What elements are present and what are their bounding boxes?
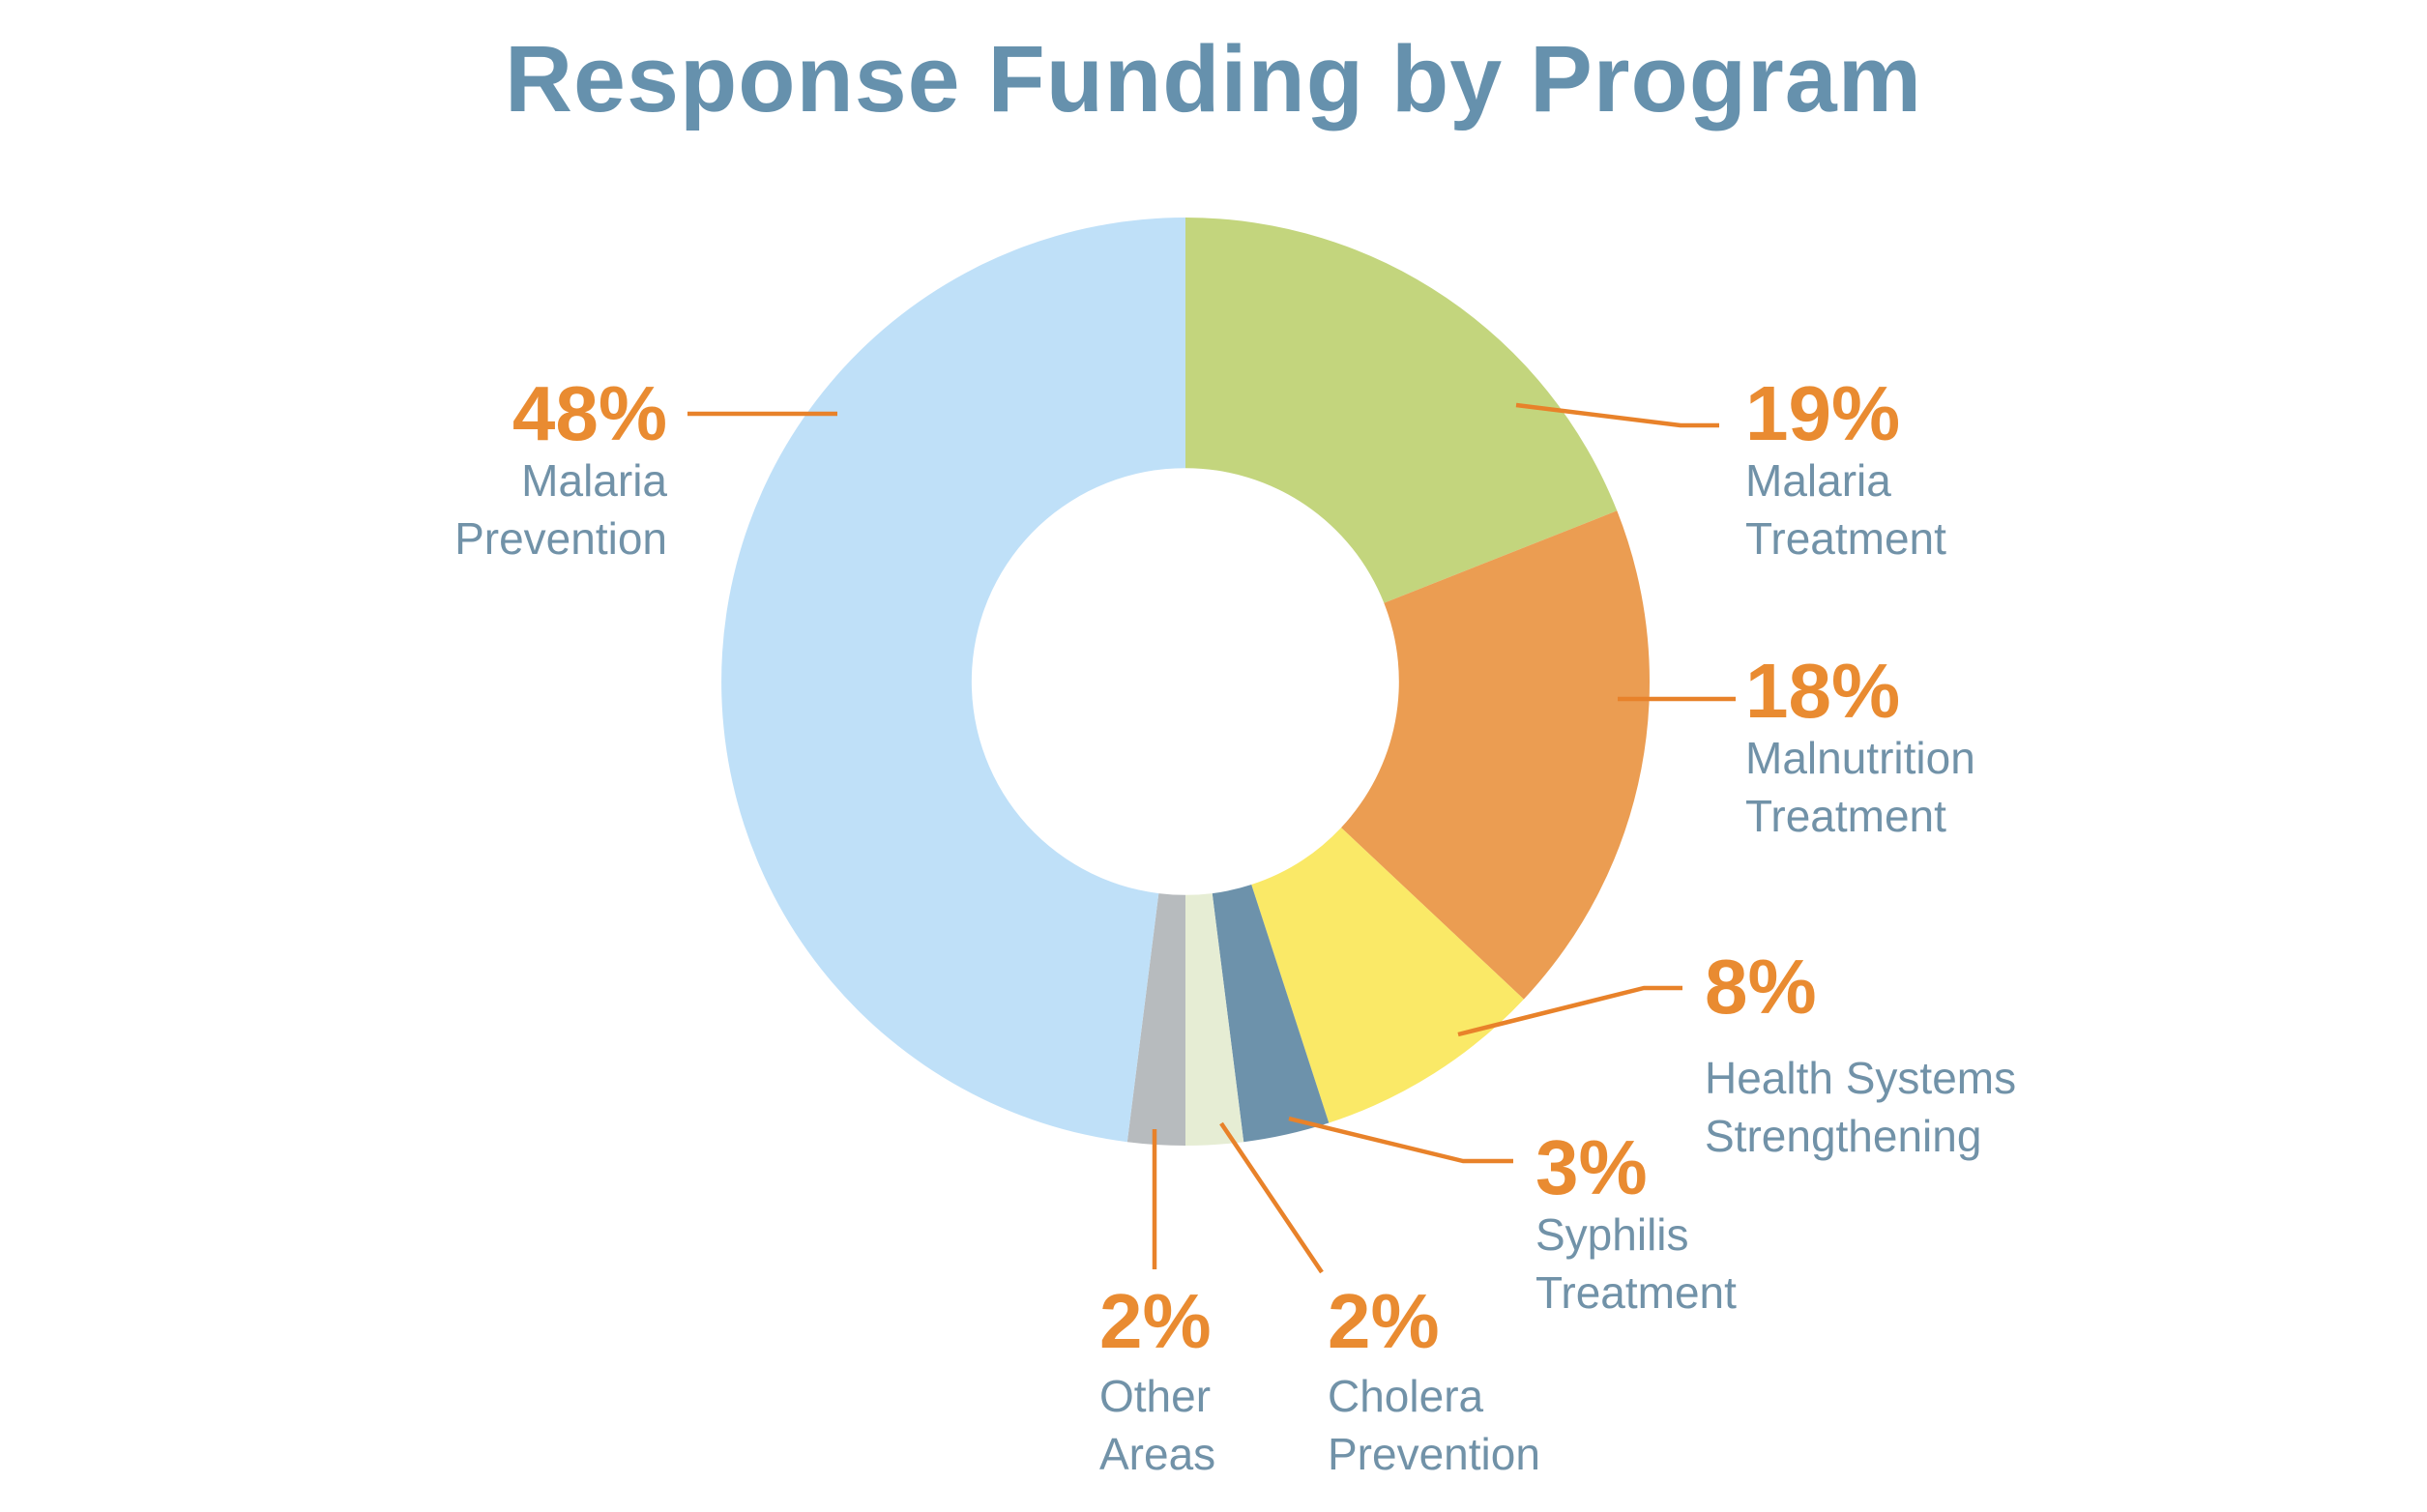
category-label: Malnutrition [1745,733,1975,783]
callout-health-systems-strengthening: 8% Health Systems Strengthening [1705,948,2016,1166]
health-systems-strengthening-slice [1251,828,1524,1123]
cholera-prevention-slice [1185,893,1244,1146]
callout-syphilis-treatment: 3% Syphilis Treatment [1535,1129,1737,1323]
category-label: Malaria [1745,455,1891,506]
malaria-treatment-leader-line [1515,402,1719,428]
callout-other-areas: 2% Other Areas [1099,1283,1215,1484]
category-label: Health Systems [1705,1053,2017,1103]
percent-label: 8% [1705,944,1817,1030]
category-label: Cholera [1328,1371,1484,1421]
category-label: Treatment [1745,512,1946,564]
health-systems-strengthening-leader-line [1457,985,1682,1037]
callout-malaria-prevention: 48% Malaria Prevention [377,375,667,568]
percent-label: 2% [1328,1278,1440,1364]
category-label: Treatment [1535,1266,1737,1318]
category-label: Other [1099,1371,1212,1421]
category-label: Prevention [1328,1428,1540,1479]
category-label: Prevention [454,512,667,564]
cholera-prevention-leader-line [1219,1121,1324,1274]
category-label: Treatment [1745,790,1946,841]
donut-slices [721,218,1651,1146]
callout-malaria-treatment: 19% Malaria Treatment [1745,375,1946,568]
percent-label: 3% [1535,1124,1648,1210]
other-areas-slice [1126,893,1185,1146]
percent-label: 2% [1099,1278,1212,1364]
category-label: Malaria [521,455,667,506]
percent-label: 48% [512,370,667,456]
category-label: Strengthening [1705,1110,1982,1161]
percent-label: 19% [1745,370,1901,456]
syphilis-treatment-slice [1212,885,1330,1143]
callout-cholera-prevention: 2% Cholera Prevention [1328,1283,1540,1484]
malaria-prevention-slice [721,218,1185,1143]
category-label: Areas [1099,1428,1216,1479]
percent-label: 18% [1745,648,1901,734]
malnutrition-treatment-slice [1341,510,1651,1000]
category-label: Syphilis [1535,1209,1689,1260]
chart-title: Response Funding by Program [505,26,1922,131]
callout-malnutrition-treatment: 18% Malnutrition Treatment [1745,653,1975,846]
leader-lines [687,402,1736,1274]
malaria-treatment-slice [1185,218,1618,603]
syphilis-treatment-leader-line [1288,1116,1513,1164]
